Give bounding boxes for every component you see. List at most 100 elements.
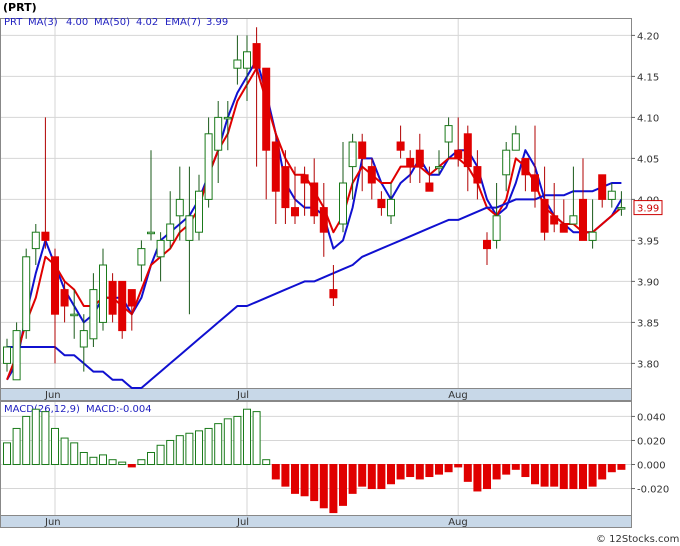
candle-up — [3, 346, 11, 364]
macd-tick-label: 0.000 — [637, 461, 666, 472]
price-tick-label: 3.90 — [637, 277, 659, 288]
candle-down — [550, 215, 559, 225]
price-tick-label: 3.85 — [637, 318, 659, 329]
price-x-axis: Jun Jul Aug — [44, 390, 468, 401]
macd-bar-negative — [588, 464, 597, 487]
macd-bar-negative — [511, 464, 520, 470]
price-legend: PRT MA(3) 4.00 MA(50) 4.02 EMA(7) 3.99 — [4, 17, 228, 28]
macd-bar-positive — [175, 435, 184, 466]
candle-up — [617, 207, 626, 210]
candle-up — [195, 190, 203, 233]
candle-up — [569, 215, 578, 225]
legend-ma50: MA(50) — [94, 17, 130, 28]
macd-bar-positive — [166, 439, 175, 466]
candle-up — [511, 133, 520, 151]
candle-up — [435, 166, 443, 169]
macd-bar-negative — [319, 464, 328, 509]
macd-bar-negative — [281, 464, 290, 487]
legend-ma50-value: 4.02 — [136, 17, 158, 28]
candle-down — [483, 239, 491, 250]
candle-down — [41, 231, 50, 241]
macd-bar-positive — [214, 423, 223, 466]
macd-tick-label: 0.020 — [637, 436, 666, 447]
candle-down — [521, 157, 530, 176]
candle-down — [425, 182, 434, 192]
macd-bar-negative — [617, 464, 626, 470]
macd-bar-negative — [579, 464, 587, 490]
candle-up — [89, 289, 98, 340]
macd-bar-positive — [60, 437, 69, 466]
candle-down — [358, 141, 367, 159]
macd-bar-positive — [195, 430, 203, 466]
site-credit: © 12Stocks.com — [596, 534, 679, 545]
macd-bar-positive — [185, 432, 194, 466]
legend-ticker: PRT — [4, 17, 23, 28]
macd-bar-negative — [607, 464, 616, 473]
macd-bar-negative — [502, 464, 511, 475]
macd-bar-negative — [406, 464, 415, 478]
candle-up — [12, 330, 21, 381]
candle-down — [579, 198, 587, 241]
candle-down — [319, 207, 328, 233]
candle-down — [51, 256, 59, 315]
macd-tick-label: -0.020 — [637, 485, 669, 496]
candle-down — [281, 166, 290, 209]
candle-up — [492, 215, 501, 241]
candle-up — [137, 248, 146, 266]
macd-bar-positive — [70, 442, 79, 466]
macd-x-axis-band — [0, 515, 632, 528]
macd-bar-positive — [3, 442, 11, 466]
macd-bar-positive — [118, 461, 127, 466]
macd-bar-positive — [262, 459, 271, 466]
candle-up — [156, 239, 165, 258]
series-line-ma50 — [7, 182, 622, 389]
macd-bar-negative — [367, 464, 376, 490]
macd-bar-positive — [79, 451, 88, 466]
macd-bar-negative — [415, 464, 424, 480]
candle-up — [185, 215, 194, 241]
candle-up — [223, 116, 232, 120]
candle-up — [243, 51, 251, 69]
macd-histogram — [3, 408, 626, 514]
candle-down — [473, 166, 482, 184]
macd-bar-negative — [444, 464, 453, 473]
macd-bar-negative — [454, 464, 463, 468]
macd-bar-positive — [41, 411, 50, 466]
price-x-tick-label: Jun — [44, 390, 61, 401]
candle-down — [377, 198, 386, 209]
macd-bar-negative — [435, 464, 443, 475]
macd-bar-negative — [358, 464, 367, 487]
candle-down — [531, 174, 539, 192]
candle-down — [415, 149, 424, 168]
macd-bar-negative — [339, 464, 347, 506]
candle-down — [262, 67, 271, 151]
macd-bar-positive — [204, 427, 213, 466]
candle-down — [108, 280, 117, 315]
macd-bar-negative — [483, 464, 491, 490]
macd-bar-positive — [137, 459, 146, 466]
macd-bar-negative — [396, 464, 405, 480]
last-price-label: 3.99 — [637, 204, 659, 215]
macd-x-tick-label: Jun — [44, 517, 61, 528]
candle-down — [540, 198, 549, 233]
price-tick-label: 4.05 — [637, 154, 659, 165]
candle-up — [22, 256, 31, 332]
candle-down — [310, 182, 319, 217]
candle-down — [406, 157, 415, 168]
candle-up — [348, 141, 357, 168]
candle-down — [60, 289, 69, 307]
candle-down — [329, 289, 338, 299]
macd-bar-negative — [473, 464, 482, 492]
macd-bar-negative — [127, 464, 136, 468]
candle-up — [607, 190, 616, 200]
macd-bar-positive — [147, 451, 155, 466]
macd-bar-negative — [310, 464, 319, 502]
macd-bar-negative — [377, 464, 386, 490]
price-tick-label: 3.95 — [637, 236, 659, 247]
macd-legend: MACD(26,12,9) MACD:-0.004 — [4, 404, 152, 415]
candle-down — [127, 289, 136, 307]
macd-bar-negative — [329, 464, 338, 514]
macd-bar-negative — [531, 464, 539, 485]
macd-bar-positive — [51, 427, 59, 466]
price-x-axis-band — [0, 388, 632, 401]
